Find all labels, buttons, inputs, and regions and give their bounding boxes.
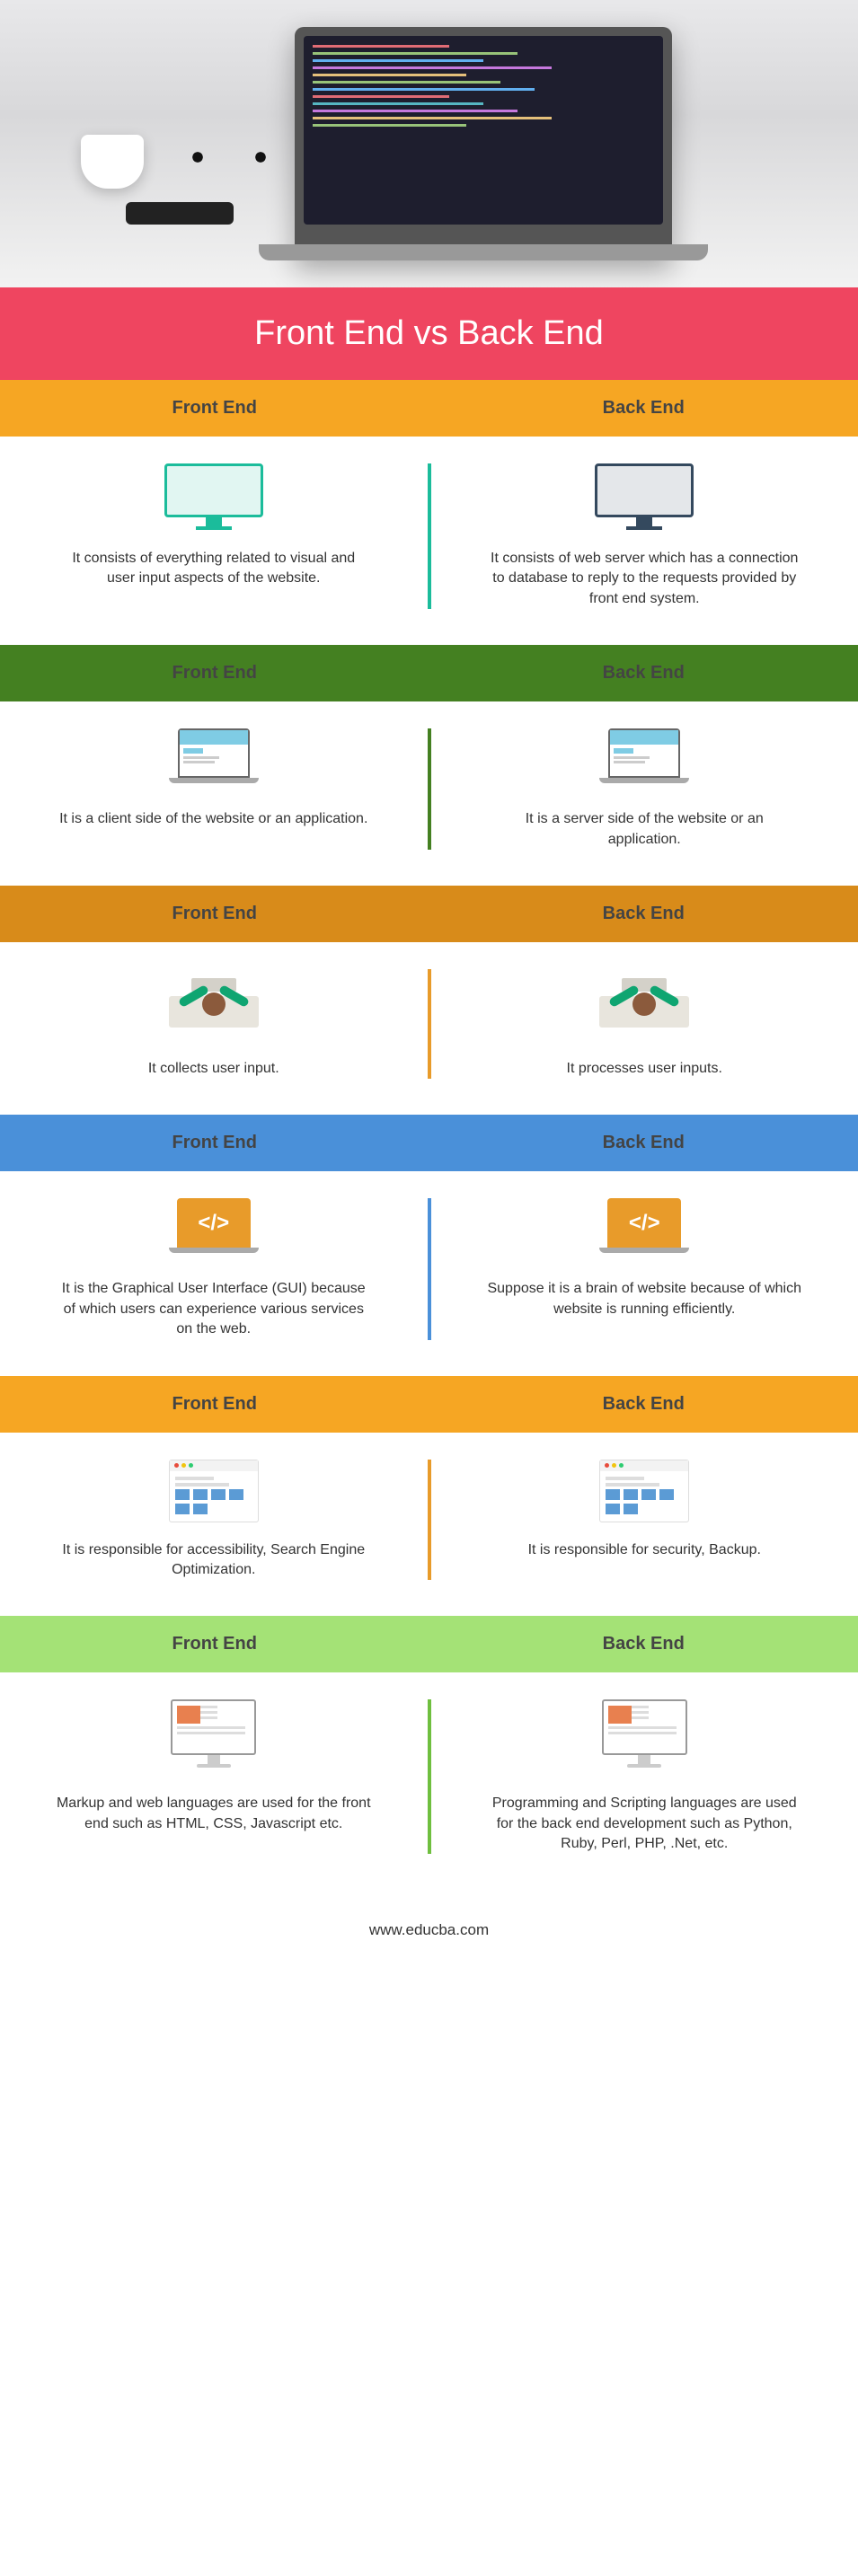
footer-text: www.educba.com — [0, 1890, 858, 1962]
right-header: Back End — [429, 645, 858, 701]
left-column: It is a client side of the website or an… — [0, 728, 428, 850]
laptop-browser-icon — [599, 728, 689, 791]
left-icon-box: </> — [36, 1198, 392, 1261]
left-header: Front End — [0, 1376, 429, 1433]
section-header: Front End Back End — [0, 380, 858, 437]
left-description: It is responsible for accessibility, Sea… — [57, 1540, 371, 1581]
left-column: </> It is the Graphical User Interface (… — [0, 1198, 428, 1339]
hero-phone — [126, 202, 234, 225]
left-column: It collects user input. — [0, 969, 428, 1079]
left-icon-box — [36, 969, 392, 1041]
content-row: </> It is the Graphical User Interface (… — [0, 1171, 858, 1375]
right-description: It processes user inputs. — [487, 1059, 801, 1079]
code-laptop-icon: </> — [169, 1198, 259, 1261]
right-icon-box — [467, 969, 823, 1041]
right-header: Back End — [429, 380, 858, 437]
infographic-container: Front End vs Back End Front End Back End… — [0, 0, 858, 1962]
section-header: Front End Back End — [0, 1376, 858, 1433]
hero-mug — [81, 135, 144, 189]
right-icon-box — [467, 1460, 823, 1522]
right-header: Back End — [429, 1115, 858, 1171]
section-header: Front End Back End — [0, 645, 858, 701]
right-column: </> Suppose it is a brain of website bec… — [431, 1198, 858, 1339]
section-header: Front End Back End — [0, 1115, 858, 1171]
section-header: Front End Back End — [0, 886, 858, 942]
section-header: Front End Back End — [0, 1616, 858, 1672]
person-desk-icon — [590, 969, 698, 1041]
right-column: It consists of web server which has a co… — [431, 463, 858, 609]
person-desk-icon — [160, 969, 268, 1041]
left-icon-box — [36, 1460, 392, 1522]
left-header: Front End — [0, 1115, 429, 1171]
browser-window-icon — [599, 1460, 689, 1522]
left-icon-box — [36, 463, 392, 531]
right-description: Suppose it is a brain of website because… — [487, 1279, 801, 1319]
content-row: It collects user input. It processes use… — [0, 942, 858, 1115]
desktop-page-icon — [597, 1699, 692, 1776]
hero-laptop — [295, 27, 672, 260]
left-description: It collects user input. — [57, 1059, 371, 1079]
right-icon-box: </> — [467, 1198, 823, 1261]
right-description: It consists of web server which has a co… — [487, 549, 801, 609]
desktop-page-icon — [166, 1699, 261, 1776]
right-icon-box — [467, 728, 823, 791]
content-row: It consists of everything related to vis… — [0, 437, 858, 645]
left-description: It is the Graphical User Interface (GUI)… — [57, 1279, 371, 1339]
left-description: Markup and web languages are used for th… — [57, 1794, 371, 1834]
left-column: It is responsible for accessibility, Sea… — [0, 1460, 428, 1581]
left-header: Front End — [0, 645, 429, 701]
left-header: Front End — [0, 886, 429, 942]
left-description: It consists of everything related to vis… — [57, 549, 371, 589]
code-laptop-icon: </> — [599, 1198, 689, 1261]
right-icon-box — [467, 463, 823, 531]
content-row: It is a client side of the website or an… — [0, 701, 858, 886]
right-column: It is a server side of the website or an… — [431, 728, 858, 850]
right-header: Back End — [429, 1616, 858, 1672]
main-title: Front End vs Back End — [0, 287, 858, 380]
right-header: Back End — [429, 1376, 858, 1433]
hero-image — [0, 0, 858, 287]
left-header: Front End — [0, 380, 429, 437]
left-icon-box — [36, 1699, 392, 1776]
left-column: Markup and web languages are used for th… — [0, 1699, 428, 1854]
monitor-icon — [595, 463, 694, 531]
left-header: Front End — [0, 1616, 429, 1672]
monitor-icon — [164, 463, 263, 531]
right-description: Programming and Scripting languages are … — [487, 1794, 801, 1854]
hero-headphones — [180, 139, 279, 184]
left-column: It consists of everything related to vis… — [0, 463, 428, 609]
right-column: It is responsible for security, Backup. — [431, 1460, 858, 1581]
left-icon-box — [36, 728, 392, 791]
right-column: Programming and Scripting languages are … — [431, 1699, 858, 1854]
left-description: It is a client side of the website or an… — [57, 809, 371, 829]
content-row: Markup and web languages are used for th… — [0, 1672, 858, 1890]
right-description: It is a server side of the website or an… — [487, 809, 801, 850]
right-icon-box — [467, 1699, 823, 1776]
right-header: Back End — [429, 886, 858, 942]
content-row: It is responsible for accessibility, Sea… — [0, 1433, 858, 1617]
sections-container: Front End Back End It consists of everyt… — [0, 380, 858, 1890]
browser-window-icon — [169, 1460, 259, 1522]
laptop-browser-icon — [169, 728, 259, 791]
right-column: It processes user inputs. — [431, 969, 858, 1079]
right-description: It is responsible for security, Backup. — [487, 1540, 801, 1560]
